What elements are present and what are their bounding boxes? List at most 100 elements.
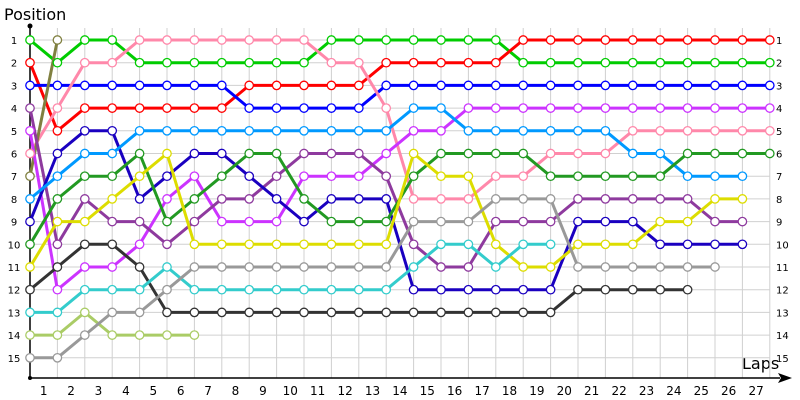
series-3-point xyxy=(25,80,35,91)
series-13-point xyxy=(134,284,145,295)
series-4-point xyxy=(134,35,145,45)
series-6-point xyxy=(573,103,583,113)
axis-origin-dot xyxy=(28,376,32,380)
series-12-point xyxy=(79,239,90,250)
x-tick-label: 18 xyxy=(502,384,517,398)
y-tick-label-right: 11 xyxy=(776,263,789,274)
y-tick-label-right: 4 xyxy=(776,104,782,115)
x-tick-label: 25 xyxy=(694,384,709,398)
series-15-point xyxy=(436,216,446,227)
series-12-point xyxy=(216,307,227,318)
x-tick-label: 22 xyxy=(611,384,626,398)
series-13-point xyxy=(52,307,63,318)
series-10-point xyxy=(381,216,392,227)
y-tick-label-left: 14 xyxy=(8,331,21,342)
series-1-point xyxy=(52,57,63,68)
series-1-point xyxy=(134,57,145,68)
series-13-point xyxy=(463,239,474,250)
series-7-point xyxy=(299,148,309,159)
y-tick-label-left: 8 xyxy=(11,195,17,206)
series-2-point xyxy=(682,35,693,45)
series-15-point xyxy=(518,194,529,204)
series-13-point xyxy=(107,284,118,295)
series-4-point xyxy=(52,103,63,113)
series-2-point xyxy=(655,35,666,45)
series-9-point xyxy=(299,125,309,136)
series-line-3 xyxy=(30,83,770,110)
series-8-point xyxy=(655,239,666,250)
series-2-point xyxy=(79,103,90,113)
series-2-point xyxy=(381,57,392,68)
series-13-point xyxy=(299,284,309,295)
series-7-point xyxy=(627,194,638,204)
series-3-point xyxy=(710,80,720,91)
series-12-point xyxy=(490,307,501,318)
series-1-point xyxy=(545,57,556,68)
series-10-point xyxy=(107,171,118,182)
series-4-point xyxy=(107,57,118,68)
series-11-point xyxy=(216,239,227,250)
series-3-point xyxy=(737,80,748,91)
series-1-point xyxy=(25,35,35,45)
series-4-point xyxy=(490,171,501,182)
series-2-point xyxy=(216,103,227,113)
series-3-point xyxy=(107,80,118,91)
series-8-point xyxy=(490,284,501,295)
series-7-point xyxy=(381,171,392,182)
series-6-point xyxy=(463,103,474,113)
series-9-point xyxy=(627,148,638,159)
series-4-point xyxy=(545,148,556,159)
series-15-point xyxy=(627,262,638,272)
series-1-point xyxy=(627,57,638,68)
series-13-point xyxy=(545,239,556,250)
series-7-point xyxy=(545,216,556,227)
series-4-point xyxy=(463,194,474,204)
series-4-point xyxy=(189,35,200,45)
series-2-point xyxy=(518,35,529,45)
series-6-point xyxy=(79,262,90,272)
series-11-point xyxy=(518,262,529,272)
x-tick-label: 3 xyxy=(95,384,103,398)
series-15-point xyxy=(216,262,227,272)
series-7-point xyxy=(134,216,145,227)
series-8-point xyxy=(244,171,255,182)
series-11-point xyxy=(244,239,255,250)
series-1-point xyxy=(710,57,720,68)
series-8-point xyxy=(381,194,392,204)
series-5-point xyxy=(52,35,63,45)
series-1-point xyxy=(79,35,90,45)
x-tick-label: 6 xyxy=(177,384,185,398)
series-12-point xyxy=(52,262,63,272)
series-8-point xyxy=(52,148,63,159)
series-11-point xyxy=(737,194,748,204)
series-8-point xyxy=(710,239,720,250)
x-tick-label: 24 xyxy=(666,384,681,398)
series-12-point xyxy=(408,307,419,318)
series-8-point xyxy=(518,284,529,295)
series-2-point xyxy=(244,80,255,91)
series-9-point xyxy=(408,103,419,113)
x-tick-label: 14 xyxy=(392,384,407,398)
y-tick-label-left: 10 xyxy=(8,240,21,251)
series-10-point xyxy=(682,148,693,159)
series-13-point xyxy=(381,284,392,295)
x-tick-label: 5 xyxy=(149,384,157,398)
series-line-6 xyxy=(28,106,770,292)
series-4-point xyxy=(162,35,172,45)
series-10-point xyxy=(573,171,583,182)
series-3-point xyxy=(518,80,529,91)
series-4-point xyxy=(353,57,364,68)
series-13-point xyxy=(216,284,227,295)
series-9-point xyxy=(600,125,611,136)
series-11-point xyxy=(627,239,638,250)
series-10-point xyxy=(79,171,90,182)
y-tick-label-left: 4 xyxy=(11,104,17,115)
series-3-point xyxy=(764,80,775,91)
series-1-point xyxy=(600,57,611,68)
series-15-point xyxy=(52,352,63,363)
series-13-point xyxy=(79,284,90,295)
series-3-point xyxy=(162,80,172,91)
x-tick-label: 16 xyxy=(447,384,462,398)
series-10-point xyxy=(299,194,309,204)
